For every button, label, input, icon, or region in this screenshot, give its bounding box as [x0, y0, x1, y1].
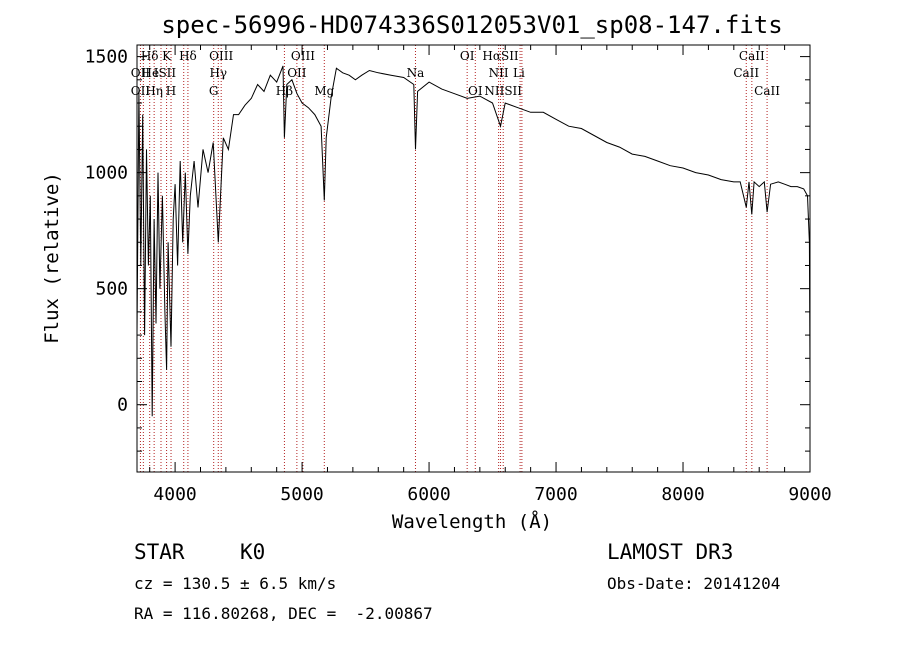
line-label: K	[162, 49, 172, 63]
line-label: G	[209, 84, 219, 98]
x-tick-label: 9000	[788, 484, 831, 505]
line-label: OIII	[209, 49, 233, 63]
x-tick-label: 4000	[153, 484, 196, 505]
y-axis-ticks: 0 500 1000 1500	[85, 47, 810, 452]
x-axis-ticks: 4000 5000 6000 7000 8000 9000	[149, 45, 832, 505]
line-label: OI	[468, 84, 483, 98]
line-label: Li	[513, 66, 525, 80]
line-label: He	[142, 66, 160, 80]
line-label: OII	[287, 66, 307, 80]
y-tick-label: 500	[95, 279, 128, 300]
x-axis-label: Wavelength (Å)	[392, 510, 552, 533]
line-label: Na	[407, 66, 425, 80]
subclass: K0	[240, 540, 266, 564]
redshift-cz: cz = 130.5 ± 6.5 km/s	[134, 574, 337, 593]
line-markers	[139, 45, 768, 472]
y-tick-label: 1500	[85, 47, 128, 68]
object-class: STAR	[134, 540, 185, 564]
line-label: ISII	[154, 66, 177, 80]
line-label: Hη	[145, 84, 163, 98]
coordinates: RA = 116.80268, DEC = -2.00867	[134, 604, 433, 623]
line-label: Hδ	[179, 49, 197, 63]
line-label: OII	[131, 84, 151, 98]
line-label: Hδ	[141, 49, 159, 63]
line-label: HαSII	[482, 49, 519, 63]
line-label: CaII	[733, 66, 759, 80]
line-label: OII	[131, 66, 151, 80]
x-tick-label: 5000	[280, 484, 323, 505]
line-label: Hβ	[276, 84, 293, 98]
survey-name: LAMOST DR3	[607, 540, 734, 564]
line-label: NIISII	[484, 84, 522, 98]
line-label: CaII	[739, 49, 765, 63]
x-tick-label: 8000	[661, 484, 704, 505]
y-tick-label: 0	[117, 395, 128, 416]
obs-date: Obs-Date: 20141204	[607, 574, 781, 593]
line-label: Mg	[314, 84, 334, 98]
line-label: NII	[489, 66, 509, 80]
line-label: OI	[460, 49, 475, 63]
x-tick-label: 6000	[407, 484, 450, 505]
y-axis-label: Flux (relative)	[41, 172, 63, 344]
y-tick-label: 1000	[85, 163, 128, 184]
spectrum-line	[136, 65, 811, 417]
chart-title: spec-56996-HD074336S012053V01_sp08-147.f…	[161, 11, 782, 39]
plot-frame	[136, 44, 811, 473]
line-label: Hγ	[209, 66, 227, 80]
line-label: OIII	[291, 49, 315, 63]
x-tick-label: 7000	[534, 484, 577, 505]
line-label: H	[166, 84, 176, 98]
line-label: CaII	[754, 84, 780, 98]
